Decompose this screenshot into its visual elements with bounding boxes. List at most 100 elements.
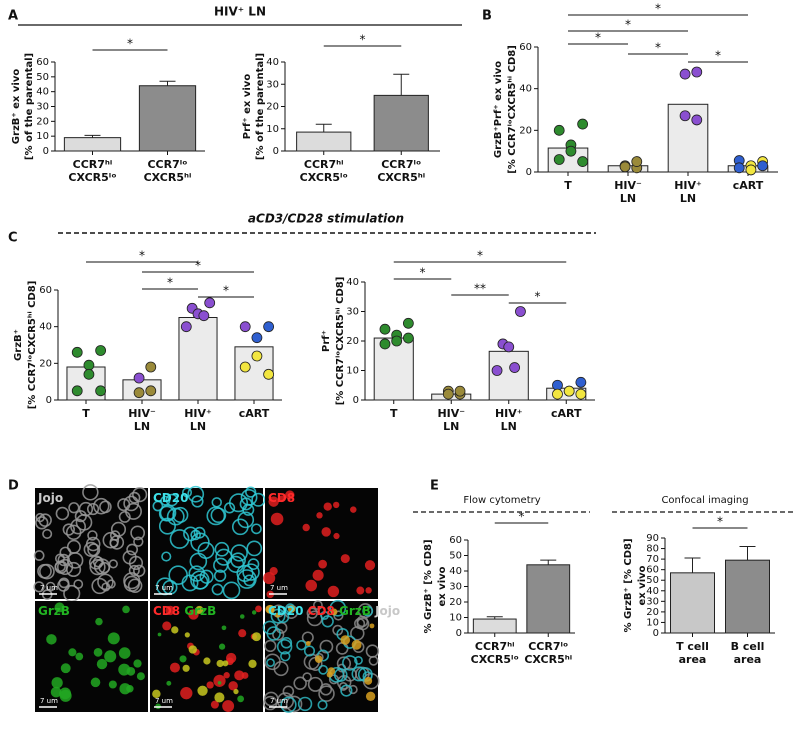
- x-tick-label: T: [564, 179, 572, 192]
- channel-name: Jojo: [37, 491, 63, 505]
- cell: [266, 658, 275, 668]
- y-tick-label: 30: [36, 102, 49, 113]
- cell: [251, 492, 266, 507]
- y-tick-label: 90: [646, 533, 659, 544]
- cell: [136, 672, 145, 681]
- point: [239, 361, 251, 373]
- cell: [278, 495, 286, 503]
- cell: [240, 489, 258, 506]
- point: [95, 385, 107, 397]
- cell: [248, 659, 257, 668]
- y-tick-label: 0: [46, 395, 52, 406]
- significance-label: *: [195, 259, 201, 273]
- cell: [252, 632, 261, 642]
- y-axis-label: Prf⁺ ex vivo: [242, 74, 253, 140]
- point: [83, 368, 95, 380]
- point: [553, 124, 565, 136]
- y-tick-label: 40: [346, 277, 359, 288]
- cell: [313, 600, 323, 611]
- y-axis-label: [% of the parental]: [255, 53, 266, 160]
- bar: [296, 131, 352, 152]
- significance-label: *: [655, 2, 661, 16]
- cell: [213, 674, 226, 687]
- y-tick-label: 0: [273, 146, 279, 157]
- cell: [169, 529, 190, 549]
- cell: [157, 632, 162, 637]
- cell: [108, 680, 117, 689]
- cell: [169, 662, 180, 673]
- point: [503, 341, 515, 353]
- point: [577, 156, 589, 167]
- channel-name: GrzB: [184, 604, 216, 618]
- cell: [319, 639, 334, 654]
- channel-label: GrzB: [38, 604, 70, 618]
- y-tick-label: 10: [646, 617, 659, 628]
- cell: [91, 577, 108, 595]
- x-tick-label: LN: [443, 420, 459, 433]
- cell: [203, 657, 211, 665]
- y-tick-label: 20: [646, 607, 659, 618]
- point: [619, 161, 631, 173]
- micrograph: Jojo 7 um: [33, 484, 148, 603]
- error-bar: [393, 73, 410, 96]
- point: [251, 332, 263, 344]
- x-tick-label: cART: [239, 407, 270, 420]
- channel-label: CD20: [153, 491, 188, 505]
- cell: [318, 559, 327, 569]
- cell: [122, 550, 137, 565]
- point: [379, 338, 391, 350]
- y-tick-label: 30: [346, 307, 359, 318]
- cell: [45, 581, 56, 592]
- cell: [51, 677, 63, 689]
- point: [491, 365, 503, 376]
- point: [133, 372, 145, 384]
- micrograph: CD20 7 um: [150, 485, 266, 600]
- y-axis-label: ex vivo: [437, 566, 448, 606]
- cell: [118, 647, 131, 659]
- significance-label: *: [715, 49, 721, 63]
- scale-label: 7 um: [155, 697, 173, 705]
- cell: [356, 586, 365, 595]
- cell: [305, 641, 311, 646]
- y-axis-label: [% of the parental]: [24, 53, 35, 160]
- cell: [340, 554, 350, 564]
- y-axis-label: GrzB⁺ ex vivo: [11, 69, 22, 145]
- cell: [197, 685, 208, 696]
- cell: [127, 578, 143, 593]
- cell: [303, 645, 316, 657]
- cell: [230, 544, 248, 562]
- x-tick-label: T cell: [676, 640, 709, 653]
- error-bar: [159, 80, 176, 86]
- significance-label: **: [474, 282, 486, 296]
- cell: [340, 635, 351, 645]
- y-tick-label: 10: [266, 124, 279, 135]
- cell: [242, 563, 260, 581]
- channel-name: Jojo: [374, 604, 400, 618]
- cell: [231, 518, 249, 536]
- cell: [93, 647, 103, 657]
- cell: [227, 555, 245, 573]
- micrograph: GrzB 7 um: [35, 601, 148, 712]
- cell: [42, 528, 53, 539]
- point: [691, 66, 703, 78]
- cell: [68, 648, 77, 657]
- cell: [38, 513, 52, 527]
- significance-label: *: [223, 284, 229, 298]
- x-tick-label: CCR7ʰⁱ: [304, 158, 344, 171]
- x-tick-label: CXCR5ʰⁱ: [524, 653, 572, 666]
- cell: [126, 666, 136, 676]
- panel-label: E: [430, 479, 439, 494]
- cell: [317, 699, 328, 711]
- point: [631, 156, 643, 167]
- header: Confocal imaging: [661, 495, 748, 506]
- cell: [96, 658, 108, 670]
- channel-name: CD20: [268, 604, 303, 618]
- cell: [250, 523, 262, 535]
- y-tick-label: 60: [39, 285, 52, 296]
- channel-name: CD20: [153, 491, 188, 505]
- micrograph: CD8 GrzB 7 um: [150, 601, 263, 712]
- cell: [214, 541, 230, 557]
- point: [442, 388, 454, 400]
- cell: [133, 659, 142, 668]
- cell: [234, 670, 245, 681]
